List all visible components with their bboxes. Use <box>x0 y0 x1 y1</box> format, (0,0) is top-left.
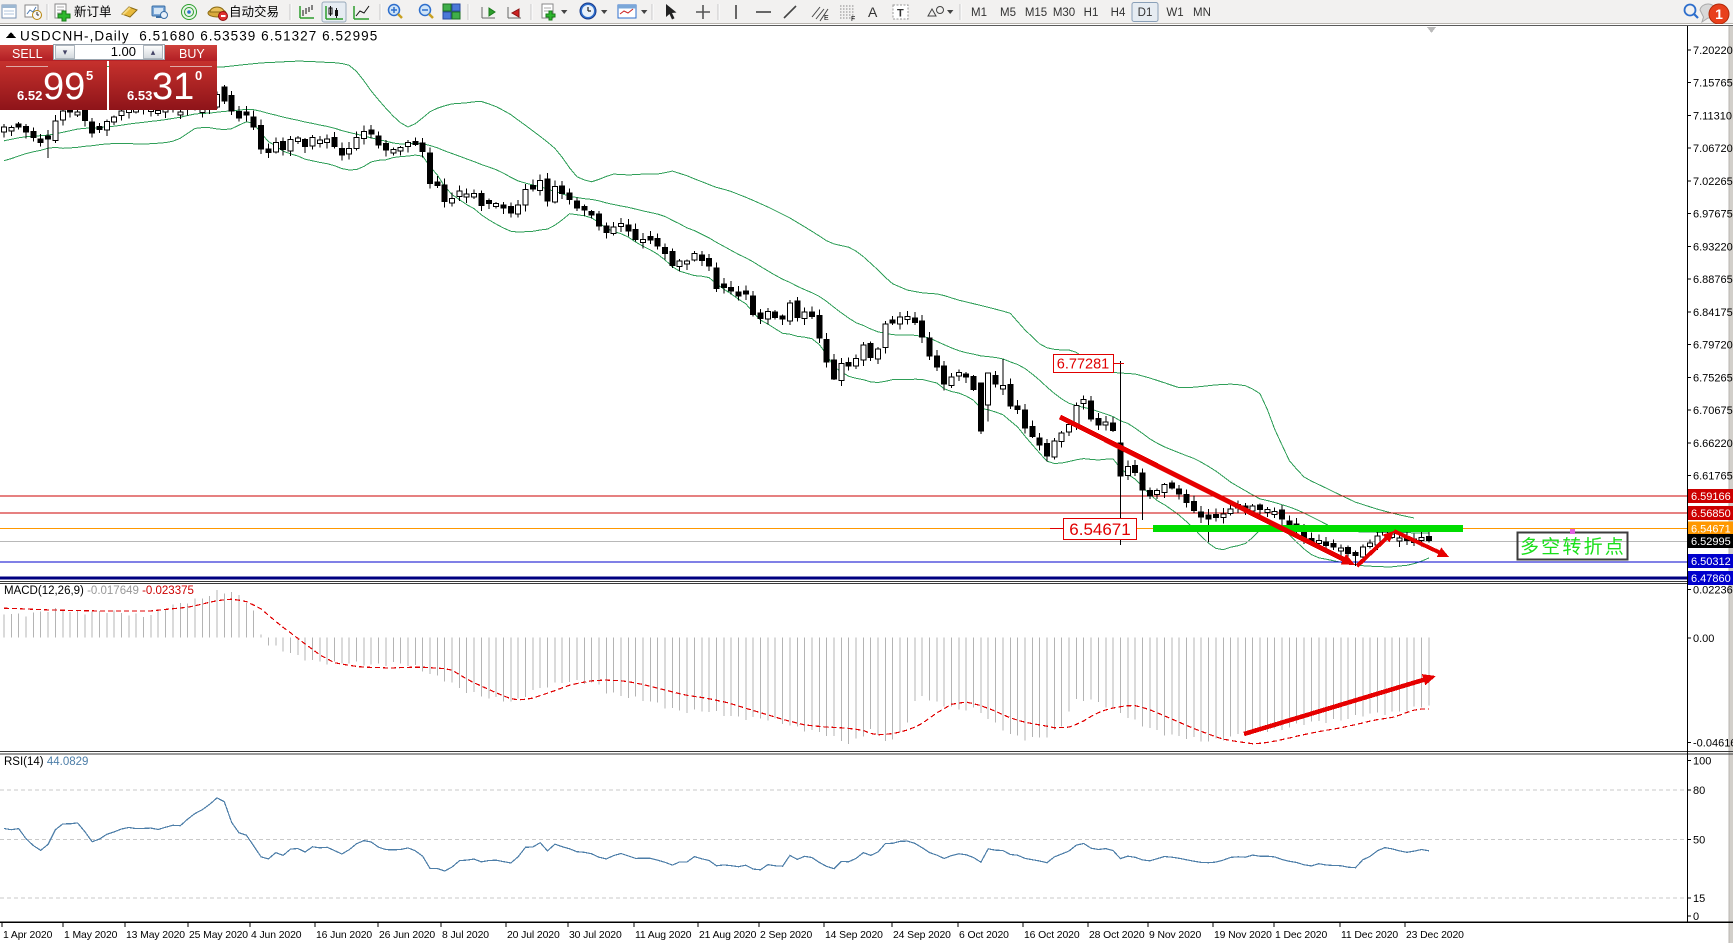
svg-text:20 Jul 2020: 20 Jul 2020 <box>507 930 560 941</box>
svg-text:25 May 2020: 25 May 2020 <box>189 930 248 941</box>
svg-text:6.93220: 6.93220 <box>1693 241 1733 253</box>
svg-text:30 Jul 2020: 30 Jul 2020 <box>569 930 622 941</box>
svg-text:M30: M30 <box>1053 7 1075 19</box>
svg-text:0.022362: 0.022362 <box>1693 585 1733 597</box>
svg-text:MN: MN <box>1193 7 1211 19</box>
svg-text:6.97675: 6.97675 <box>1693 209 1733 221</box>
svg-text:-0.046165: -0.046165 <box>1693 738 1733 750</box>
svg-text:80: 80 <box>1693 785 1705 797</box>
svg-text:W1: W1 <box>1166 7 1183 19</box>
svg-text:6.54671: 6.54671 <box>1069 520 1130 539</box>
svg-text:6.47860: 6.47860 <box>1691 573 1731 585</box>
svg-text:6.50312: 6.50312 <box>1691 556 1731 568</box>
svg-text:0.00: 0.00 <box>1693 633 1714 645</box>
svg-text:M1: M1 <box>971 7 987 19</box>
svg-text:MACD(12,26,9) -0.017649 -0.023: MACD(12,26,9) -0.017649 -0.023375 <box>4 585 194 597</box>
svg-text:6 Oct 2020: 6 Oct 2020 <box>959 930 1009 941</box>
svg-text:4 Jun 2020: 4 Jun 2020 <box>251 930 302 941</box>
svg-text:6.70675: 6.70675 <box>1693 405 1733 417</box>
svg-text:28 Oct 2020: 28 Oct 2020 <box>1089 930 1145 941</box>
svg-text:2 Sep 2020: 2 Sep 2020 <box>760 930 812 941</box>
svg-text:RSI(14) 44.0829: RSI(14) 44.0829 <box>4 756 88 768</box>
svg-text:多空转折点: 多空转折点 <box>1520 536 1626 558</box>
svg-text:7.20220: 7.20220 <box>1693 45 1733 57</box>
svg-text:1: 1 <box>1715 6 1723 22</box>
svg-text:6.88765: 6.88765 <box>1693 274 1733 286</box>
svg-text:7.15765: 7.15765 <box>1693 78 1733 90</box>
svg-text:7.11310: 7.11310 <box>1693 110 1732 122</box>
svg-text:24 Sep 2020: 24 Sep 2020 <box>893 930 951 941</box>
svg-text:13 May 2020: 13 May 2020 <box>126 930 185 941</box>
svg-text:H4: H4 <box>1111 7 1126 19</box>
svg-text:16 Jun 2020: 16 Jun 2020 <box>316 930 372 941</box>
svg-text:11 Aug 2020: 11 Aug 2020 <box>635 930 692 941</box>
svg-text:H1: H1 <box>1084 7 1099 19</box>
svg-text:6.77281: 6.77281 <box>1057 357 1109 373</box>
svg-text:6.54671: 6.54671 <box>1691 524 1731 536</box>
svg-text:A: A <box>868 4 878 20</box>
svg-text:6.52995: 6.52995 <box>1691 536 1731 548</box>
svg-text:M15: M15 <box>1025 7 1047 19</box>
svg-text:1 Dec 2020: 1 Dec 2020 <box>1275 930 1327 941</box>
svg-text:F: F <box>851 16 855 23</box>
svg-text:7.02265: 7.02265 <box>1693 176 1733 188</box>
svg-text:11 Dec 2020: 11 Dec 2020 <box>1341 930 1398 941</box>
svg-text:100: 100 <box>1693 756 1711 768</box>
svg-text:新订单: 新订单 <box>74 4 112 19</box>
svg-text:M5: M5 <box>1000 7 1016 19</box>
svg-text:USDCNH-,Daily 6.51680 6.53539: USDCNH-,Daily 6.51680 6.53539 6.51327 6.… <box>20 29 378 44</box>
svg-text:6.59166: 6.59166 <box>1691 491 1731 503</box>
svg-text:自动交易: 自动交易 <box>229 4 279 19</box>
svg-text:21 Aug 2020: 21 Aug 2020 <box>699 930 757 941</box>
svg-text:6.66220: 6.66220 <box>1693 438 1733 450</box>
svg-text:14 Sep 2020: 14 Sep 2020 <box>825 930 883 941</box>
svg-text:23 Dec 2020: 23 Dec 2020 <box>1406 930 1464 941</box>
svg-text:1 May 2020: 1 May 2020 <box>64 930 118 941</box>
svg-text:6.79720: 6.79720 <box>1693 340 1733 352</box>
svg-text:E: E <box>824 15 829 22</box>
svg-text:6.75265: 6.75265 <box>1693 372 1733 384</box>
svg-text:15: 15 <box>1693 893 1705 905</box>
svg-text:1 Apr 2020: 1 Apr 2020 <box>3 930 53 941</box>
svg-text:6.56850: 6.56850 <box>1691 508 1731 520</box>
svg-text:26 Jun 2020: 26 Jun 2020 <box>379 930 435 941</box>
svg-text:9 Nov 2020: 9 Nov 2020 <box>1149 930 1201 941</box>
svg-text:T: T <box>897 8 904 20</box>
svg-text:6.61765: 6.61765 <box>1693 471 1733 483</box>
svg-text:19 Nov 2020: 19 Nov 2020 <box>1214 930 1272 941</box>
svg-text:D1: D1 <box>1138 7 1153 19</box>
svg-text:8 Jul 2020: 8 Jul 2020 <box>442 930 489 941</box>
svg-text:6.84175: 6.84175 <box>1693 307 1733 319</box>
svg-text:0: 0 <box>1693 911 1699 923</box>
svg-text:50: 50 <box>1693 835 1705 847</box>
svg-text:7.06720: 7.06720 <box>1693 143 1733 155</box>
svg-text:16 Oct 2020: 16 Oct 2020 <box>1024 930 1080 941</box>
